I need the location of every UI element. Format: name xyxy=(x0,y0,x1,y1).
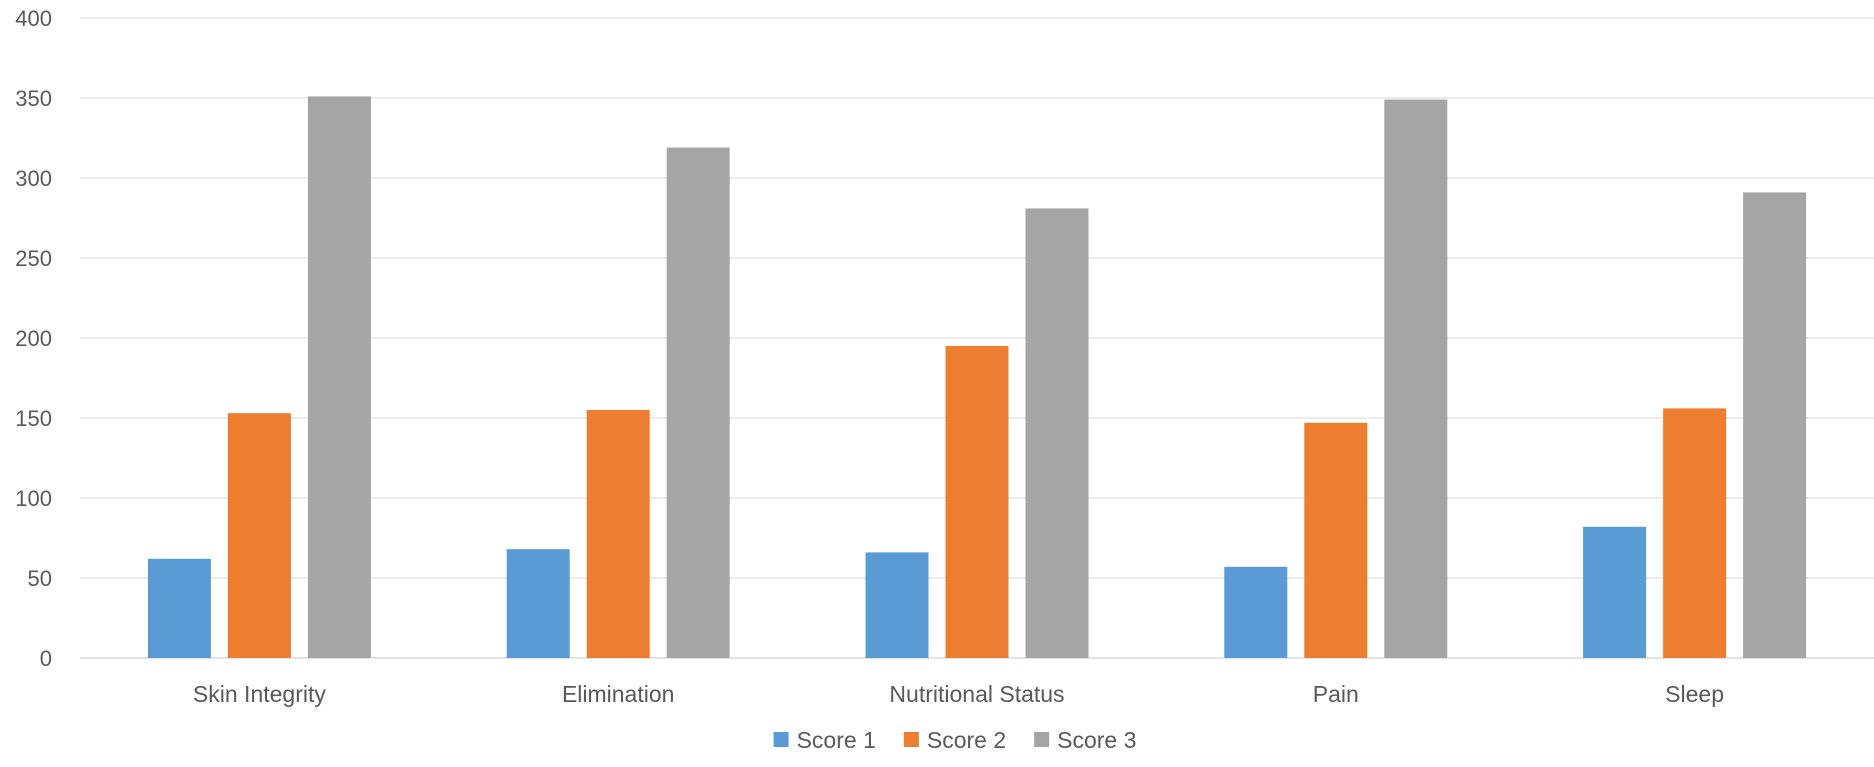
bar-score-1-skin-integrity xyxy=(147,558,211,658)
legend-swatch-score-1 xyxy=(773,732,789,747)
bar-score-2-sleep xyxy=(1663,408,1727,658)
legend: Score 1 Score 2 Score 3 xyxy=(773,727,1136,753)
bars xyxy=(147,96,1807,659)
y-tick-label: 400 xyxy=(15,6,52,31)
bar-score-1-nutritional-status xyxy=(865,552,929,658)
legend-label: Score 2 xyxy=(927,727,1006,753)
y-tick-label: 350 xyxy=(15,86,52,111)
bar-score-1-elimination xyxy=(506,549,570,658)
x-tick-label: Pain xyxy=(1313,681,1359,707)
y-tick-label: 50 xyxy=(28,566,52,591)
bar-score-2-elimination xyxy=(586,410,650,658)
legend-swatch-score-2 xyxy=(903,732,919,747)
x-tick-label: Skin Integrity xyxy=(193,681,326,707)
bar-score-2-skin-integrity xyxy=(227,413,291,658)
y-axis-ticks: 0 50 100 150 200 250 300 350 400 xyxy=(15,6,52,671)
y-tick-label: 0 xyxy=(40,646,52,671)
x-axis-ticks: Skin Integrity Elimination Nutritional Sta… xyxy=(193,681,1724,707)
bar-score-3-skin-integrity xyxy=(307,96,371,658)
bar-score-2-pain xyxy=(1304,422,1368,658)
y-tick-label: 250 xyxy=(15,246,52,271)
y-tick-label: 200 xyxy=(15,326,52,351)
bar-score-1-sleep xyxy=(1583,526,1647,658)
bar-score-3-elimination xyxy=(666,147,730,658)
y-tick-label: 150 xyxy=(15,406,52,431)
bar-score-1-pain xyxy=(1224,566,1288,658)
y-tick-label: 100 xyxy=(15,486,52,511)
bar-score-3-nutritional-status xyxy=(1025,208,1089,658)
legend-label: Score 1 xyxy=(797,727,876,753)
bar-score-3-pain xyxy=(1384,99,1448,659)
x-tick-label: Sleep xyxy=(1665,681,1724,707)
legend-swatch-score-3 xyxy=(1034,732,1050,747)
legend-label: Score 3 xyxy=(1057,727,1136,753)
bar-score-2-nutritional-status xyxy=(945,346,1009,658)
y-tick-label: 300 xyxy=(15,166,52,191)
x-tick-label: Elimination xyxy=(562,681,675,707)
x-tick-label: Nutritional Status xyxy=(889,681,1064,707)
gridlines xyxy=(80,17,1874,659)
bar-score-3-sleep xyxy=(1743,192,1807,658)
